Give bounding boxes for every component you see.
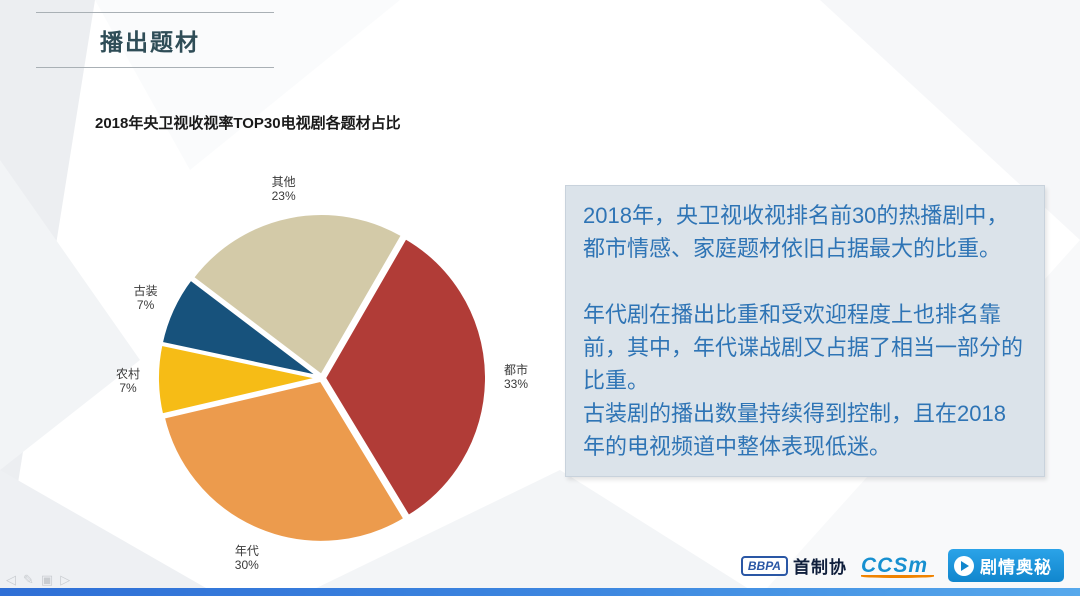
bottom-accent-bar bbox=[0, 588, 1080, 596]
analysis-paragraph: 2018年，央卫视收视排名前30的热播剧中，都市情感、家庭题材依旧占据最大的比重… bbox=[583, 203, 1009, 261]
footer-logos: BBPA 首制协 CCSm 剧情奥秘 bbox=[740, 549, 1064, 582]
pie-label-1: 年代 30% bbox=[235, 544, 259, 572]
next-slide-icon[interactable]: ▷ bbox=[60, 572, 71, 587]
presenter-controls: ◁ ✎ ▣ ▷ bbox=[6, 572, 70, 588]
pie-slice-3 bbox=[159, 276, 321, 379]
play-icon bbox=[954, 555, 974, 576]
juqingaomi-badge: 剧情奥秘 bbox=[948, 549, 1064, 582]
pie-chart: 都市 33% 年代 30% 农村 7% 古装 7% 其他 23% bbox=[116, 175, 528, 572]
title-rule-bottom bbox=[36, 67, 274, 68]
bbpa-shouzhixie-logo: BBPA 首制协 bbox=[740, 553, 847, 578]
blank-line bbox=[583, 265, 1027, 298]
analysis-textbox: 2018年，央卫视收视排名前30的热播剧中，都市情感、家庭题材依旧占据最大的比重… bbox=[565, 185, 1045, 477]
bbpa-logo-text: BBPA bbox=[740, 555, 788, 576]
background-facet bbox=[300, 470, 760, 596]
pie-label-0: 都市 33% bbox=[504, 362, 528, 391]
pie-slice-1 bbox=[161, 378, 408, 544]
pie-slice-4 bbox=[190, 212, 405, 378]
pie-label-3: 古装 7% bbox=[134, 283, 158, 312]
juqingaomi-text: 剧情奥秘 bbox=[980, 558, 1052, 577]
chart-title: 2018年央卫视收视率TOP30电视剧各题材占比 bbox=[95, 115, 401, 132]
slide-menu-icon[interactable]: ▣ bbox=[40, 572, 54, 587]
pie-slice-0 bbox=[322, 235, 488, 519]
shouzhixie-logo-text: 首制协 bbox=[792, 558, 847, 577]
background-facet bbox=[95, 0, 400, 170]
background-facet bbox=[820, 0, 1080, 240]
analysis-paragraph: 古装剧的播出数量持续得到控制，且在2018年的电视频道中整体表现低迷。 bbox=[583, 401, 1006, 459]
page-title: 播出题材 bbox=[100, 29, 200, 55]
pie-label-2: 农村 7% bbox=[116, 367, 140, 395]
prev-slide-icon[interactable]: ◁ bbox=[6, 572, 16, 587]
title-block: 播出题材 bbox=[36, 12, 286, 68]
background-facet bbox=[0, 470, 220, 596]
annotate-pen-icon[interactable]: ✎ bbox=[23, 572, 34, 587]
title-rule-top bbox=[36, 12, 274, 13]
pie-label-4: 其他 23% bbox=[272, 175, 296, 203]
analysis-paragraph: 年代剧在播出比重和受欢迎程度上也排名靠前，其中，年代谍战剧又占据了相当一部分的比… bbox=[583, 302, 1024, 393]
ccsm-logo: CCSm bbox=[860, 554, 935, 578]
background-facet bbox=[0, 160, 140, 470]
